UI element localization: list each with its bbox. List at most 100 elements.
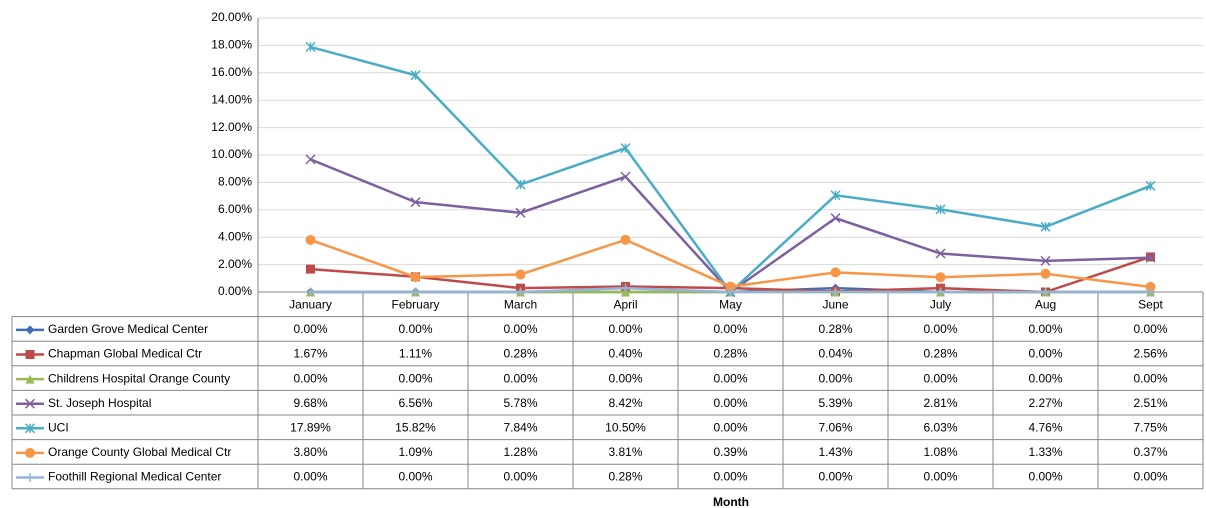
marker [1040, 221, 1051, 232]
table-cell: 6.03% [923, 420, 957, 434]
table-cell: 5.39% [818, 396, 852, 410]
x-tick-label: Aug [1035, 297, 1056, 311]
table-cell: 0.40% [608, 347, 642, 361]
table-cell: 1.43% [818, 445, 852, 459]
y-tick-label: 2.00% [218, 257, 252, 271]
marker [306, 287, 315, 297]
marker [830, 213, 841, 224]
table-cell: 0.00% [713, 396, 747, 410]
table-cell: 0.37% [1133, 445, 1167, 459]
x-tick-label: June [822, 297, 848, 311]
table-cell: 2.27% [1028, 396, 1062, 410]
table-cell: 0.39% [713, 445, 747, 459]
table-cell: 7.75% [1133, 420, 1167, 434]
table-cell: 0.00% [1133, 322, 1167, 336]
y-tick-label: 20.00% [211, 10, 252, 24]
y-tick-label: 0.00% [218, 284, 252, 298]
x-axis-title: Month [713, 495, 749, 508]
x-tick-label: May [719, 297, 742, 311]
marker [516, 287, 525, 297]
y-tick-label: 12.00% [211, 120, 252, 134]
legend-label: Foothill Regional Medical Center [48, 470, 221, 484]
table-cell: 0.00% [503, 371, 537, 385]
legend-label: Garden Grove Medical Center [48, 322, 208, 336]
x-tick-label: July [930, 297, 951, 311]
table-cell: 0.00% [1028, 322, 1062, 336]
table-cell: 0.00% [398, 371, 432, 385]
marker [410, 197, 421, 208]
table-cell: 0.28% [923, 347, 957, 361]
table-cell: 0.00% [1028, 470, 1062, 484]
table-cell: 3.80% [293, 445, 327, 459]
series-line [310, 158, 1151, 294]
table-cell: 1.09% [398, 445, 432, 459]
marker [24, 398, 36, 409]
marker [830, 190, 841, 201]
table-cell: 17.89% [290, 420, 331, 434]
table-cell: 1.11% [399, 347, 432, 361]
table-cell: 0.00% [503, 322, 537, 336]
table-cell: 0.28% [713, 347, 747, 361]
marker [411, 287, 420, 297]
table-cell: 0.00% [503, 470, 537, 484]
marker [305, 41, 316, 52]
marker [1146, 287, 1155, 297]
marker [515, 179, 526, 190]
table-cell: 0.00% [713, 371, 747, 385]
table-cell: 10.50% [605, 420, 646, 434]
marker [1145, 180, 1156, 191]
marker [831, 287, 840, 297]
legend-label: Childrens Hospital Orange County [48, 371, 230, 385]
y-tick-label: 14.00% [211, 92, 252, 106]
table-cell: 0.00% [923, 322, 957, 336]
marker [25, 374, 35, 384]
y-tick-label: 16.00% [211, 65, 252, 79]
x-tick-label: Sept [1138, 297, 1163, 311]
marker [620, 234, 631, 245]
marker [410, 272, 421, 283]
table-cell: 0.28% [608, 470, 642, 484]
table-cell: 0.00% [713, 322, 747, 336]
table-cell: 0.28% [503, 347, 537, 361]
table-cell: 0.00% [1028, 347, 1062, 361]
y-tick-label: 6.00% [218, 202, 252, 216]
table-cell: 0.00% [293, 371, 327, 385]
table-cell: 0.00% [818, 470, 852, 484]
table-cell: 1.28% [503, 445, 537, 459]
marker [935, 204, 946, 215]
table-cell: 1.67% [293, 347, 327, 361]
marker [25, 350, 35, 359]
table-cell: 15.82% [395, 420, 436, 434]
table-cell: 0.00% [1028, 371, 1062, 385]
table-cell: 0.00% [398, 470, 432, 484]
table-cell: 6.56% [398, 396, 432, 410]
table-cell: 2.56% [1133, 347, 1167, 361]
x-tick-label: March [504, 297, 537, 311]
legend-label: Chapman Global Medical Ctr [48, 347, 202, 361]
x-tick-label: February [391, 297, 439, 311]
table-cell: 1.33% [1028, 445, 1062, 459]
series-line [310, 45, 1151, 294]
table-cell: 0.00% [818, 371, 852, 385]
marker [306, 264, 315, 274]
table-cell: 0.00% [293, 322, 327, 336]
table-cell: 9.68% [293, 396, 327, 410]
marker [725, 281, 736, 292]
marker [936, 287, 945, 297]
table-cell: 0.00% [1133, 371, 1167, 385]
table-cell: 0.00% [713, 470, 747, 484]
y-tick-label: 8.00% [218, 175, 252, 189]
legend-label: Orange County Global Medical Ctr [48, 445, 231, 459]
marker [620, 143, 631, 154]
table-cell: 8.42% [608, 396, 642, 410]
marker [410, 70, 421, 81]
table-cell: 7.06% [818, 420, 852, 434]
marker [25, 447, 35, 458]
marker [515, 207, 526, 218]
table-cell: 0.00% [398, 322, 432, 336]
table-cell: 0.00% [1133, 470, 1167, 484]
legend-label: St. Joseph Hospital [48, 396, 151, 410]
legend-label: UCI [48, 420, 69, 434]
table-cell: 0.00% [293, 470, 327, 484]
